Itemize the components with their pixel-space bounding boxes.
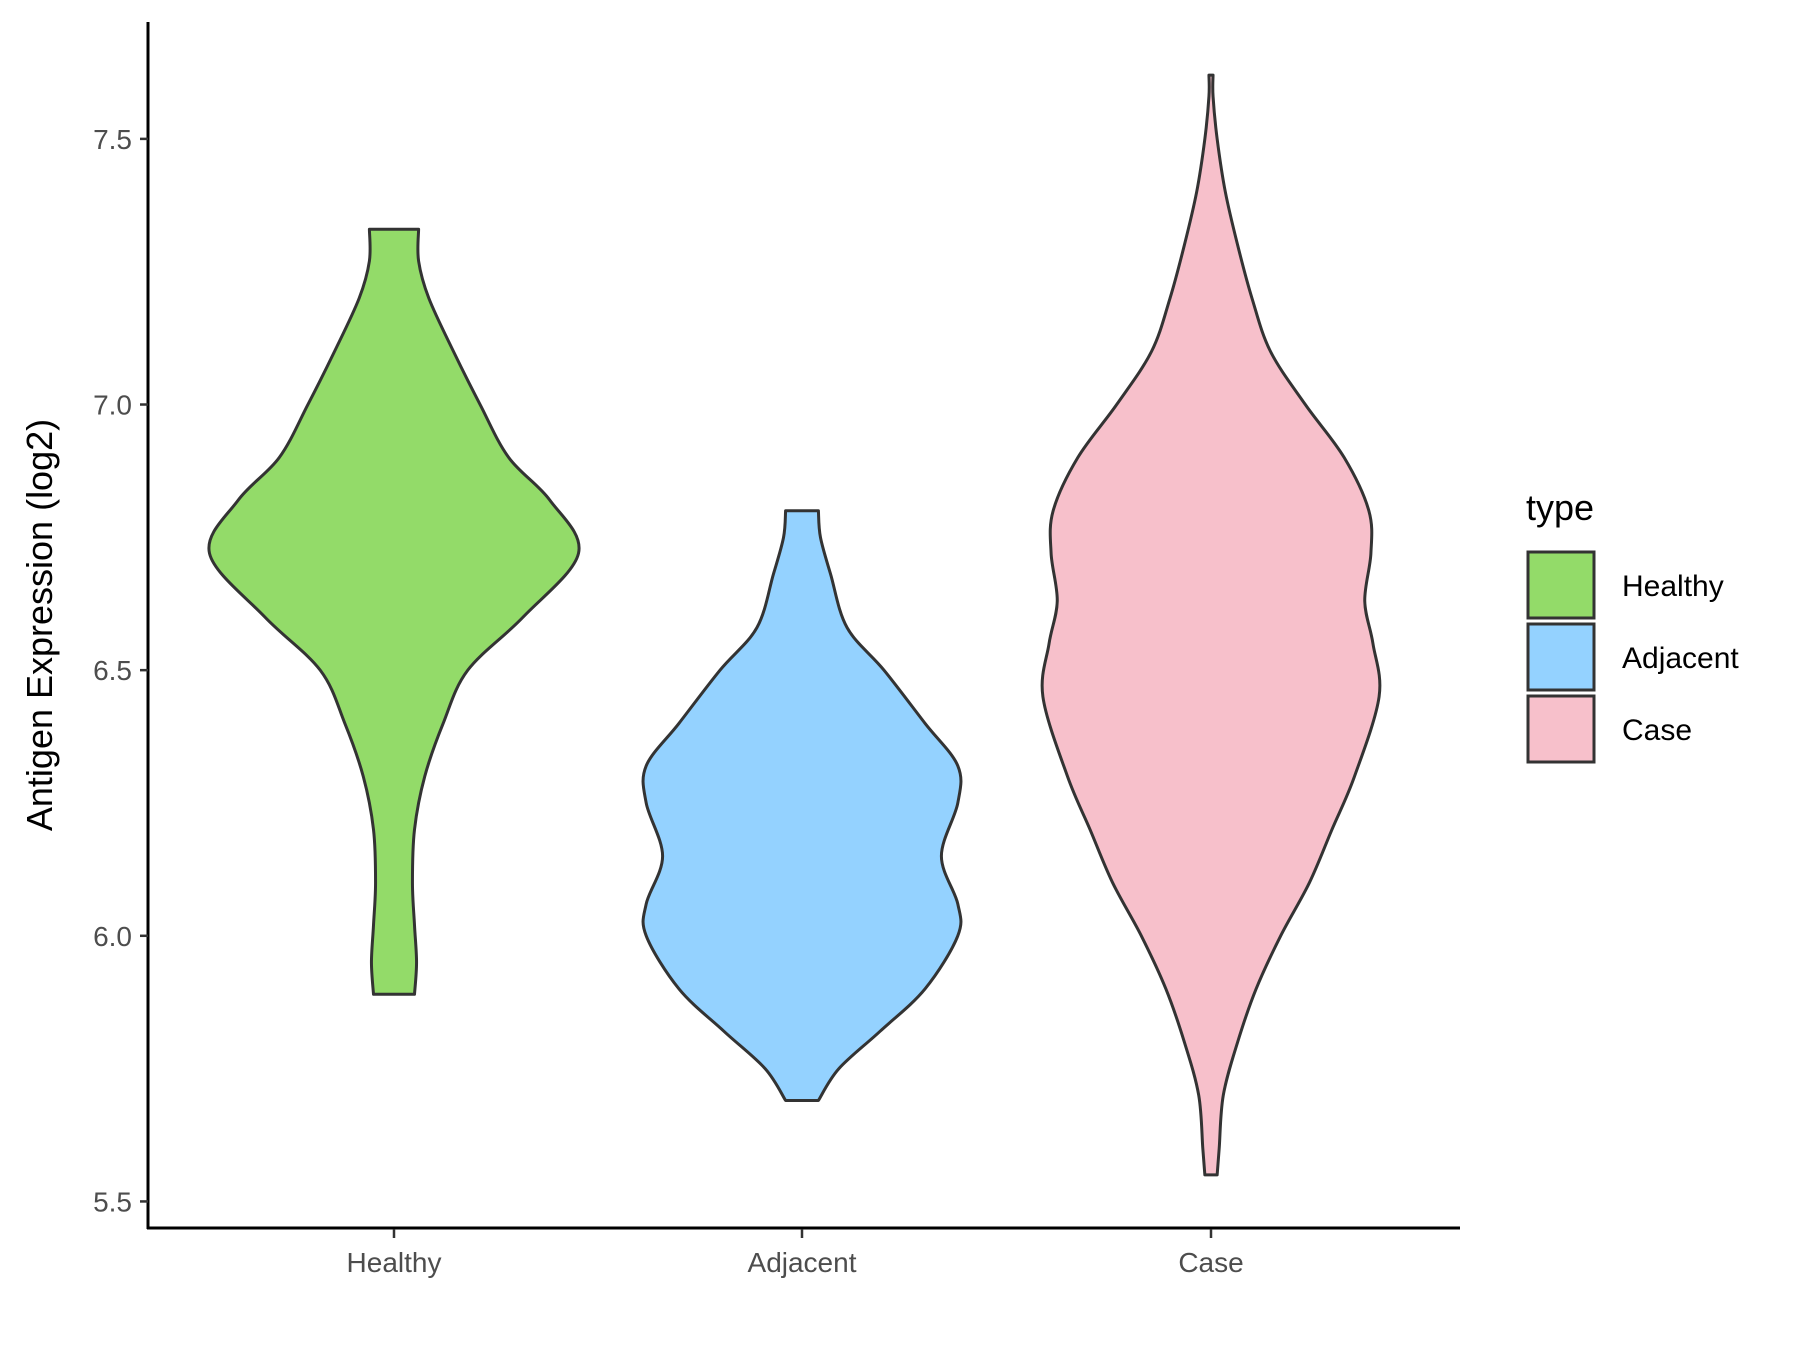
legend-swatch-case — [1526, 694, 1596, 764]
legend-label-adjacent: Adjacent — [1622, 642, 1739, 675]
legend-label-case: Case — [1622, 714, 1692, 747]
x-tick-label-healthy: Healthy — [347, 1247, 442, 1278]
y-tick-label: 7.0 — [93, 390, 132, 421]
legend-label-healthy: Healthy — [1622, 570, 1724, 603]
legend-swatch-healthy — [1526, 550, 1596, 620]
legend-title: type — [1526, 487, 1594, 528]
y-tick-label: 5.5 — [93, 1186, 132, 1217]
violin-healthy — [207, 227, 581, 996]
violins — [207, 73, 1382, 1177]
y-axis-ticks: 5.5 6.0 6.5 7.0 7.5 — [93, 124, 148, 1217]
x-tick-label-case: Case — [1178, 1247, 1243, 1278]
y-tick-label: 7.5 — [93, 124, 132, 155]
x-axis-ticks: Healthy Adjacent Case — [347, 1229, 1244, 1278]
y-tick-label: 6.5 — [93, 655, 132, 686]
y-tick-label: 6.0 — [93, 921, 132, 952]
legend: type Healthy Adjacent Case — [1526, 487, 1739, 764]
violin-adjacent — [641, 509, 963, 1102]
legend-swatch-adjacent — [1526, 622, 1596, 692]
violin-case — [1040, 73, 1382, 1177]
y-axis-title: Antigen Expression (log2) — [19, 419, 60, 831]
x-tick-label-adjacent: Adjacent — [748, 1247, 857, 1278]
